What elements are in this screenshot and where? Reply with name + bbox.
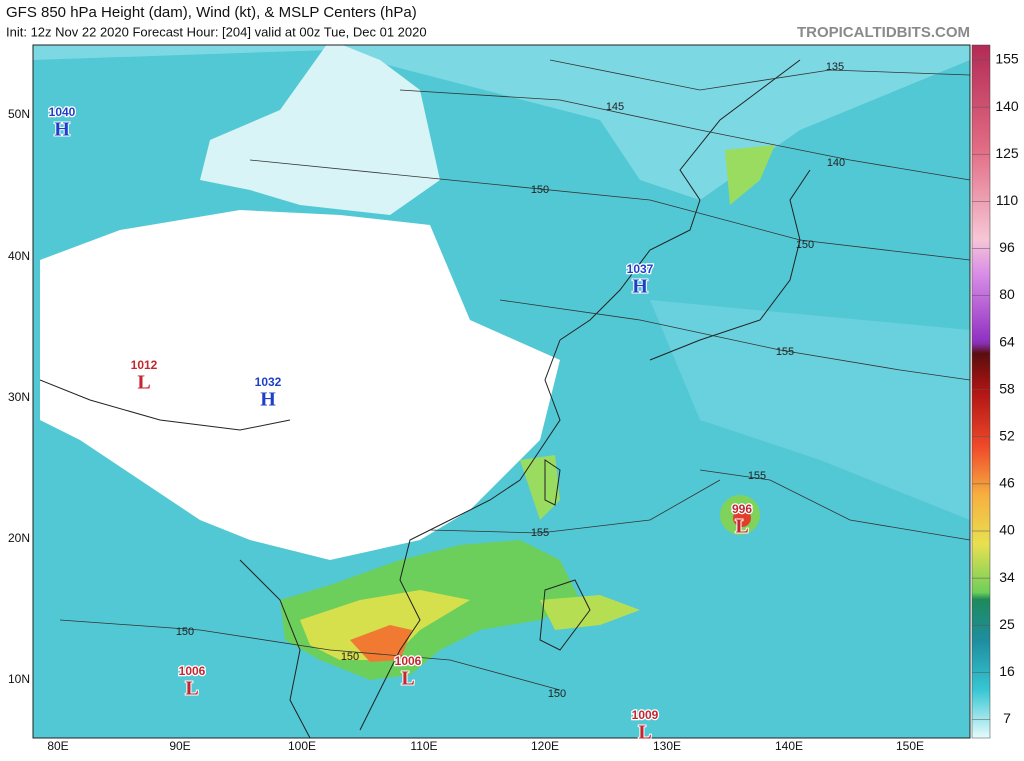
pressure-value: 1006 (395, 654, 422, 668)
contour-label: 150 (176, 626, 194, 638)
pressure-value: 1040 (49, 105, 76, 119)
colorbar-label: 110 (996, 192, 1019, 208)
pressure-symbol: H (632, 276, 648, 298)
contour-label: 150 (796, 239, 814, 251)
pressure-value: 1012 (131, 358, 158, 372)
wind-shade (300, 590, 470, 660)
map (33, 45, 970, 738)
wind-shade (520, 455, 560, 520)
pressure-value: 996 (732, 502, 752, 516)
colorbar-label: 52 (999, 428, 1015, 444)
land-calm (40, 210, 560, 560)
colorbar (971, 44, 991, 739)
contour-label: 155 (531, 527, 549, 539)
pressure-value: 1009 (632, 708, 659, 722)
pressure-symbol: L (185, 678, 198, 700)
colorbar-label: 46 (999, 475, 1015, 491)
contour-label: 150 (548, 688, 566, 700)
colorbar-label: 16 (999, 663, 1015, 679)
title: GFS 850 hPa Height (dam), Wind (kt), & M… (6, 4, 417, 21)
labels: 155 140 125 110 96 80 64 58 52 46 40 34 25 16 7 50N 40N 3… (8, 51, 1019, 753)
latitude-label: 30N (8, 390, 30, 404)
wind-shade (200, 45, 440, 215)
colorbar-label: 155 (995, 51, 1019, 67)
coastlines (39, 59, 811, 738)
colorbar-label: 7 (1003, 710, 1011, 726)
latitude-label: 10N (8, 672, 30, 686)
longitude-label: 140E (775, 739, 803, 753)
contour-label: 155 (776, 346, 794, 358)
pressure-symbol: H (54, 119, 70, 141)
pressure-symbol: L (638, 722, 651, 744)
longitude-label: 80E (47, 739, 68, 753)
longitude-label: 110E (410, 739, 437, 753)
colorbar-label: 64 (999, 333, 1015, 349)
pressure-symbol: H (260, 389, 276, 411)
wind-shade (725, 145, 775, 205)
credit: TROPICALTIDBITS.COM (797, 24, 970, 41)
pressure-value: 1006 (179, 664, 206, 678)
wind-shade (650, 300, 970, 520)
colorbar-label: 140 (995, 98, 1019, 114)
longitude-label: 90E (169, 739, 190, 753)
contour-label: 145 (606, 101, 624, 113)
subtitle: Init: 12z Nov 22 2020 Forecast Hour: [20… (6, 24, 427, 39)
colorbar-label: 40 (999, 522, 1015, 538)
latitude-label: 20N (8, 531, 30, 545)
longitude-label: 100E (288, 739, 316, 753)
contour-label: 150 (341, 651, 359, 663)
pressure-value: 1032 (255, 375, 282, 389)
colorbar-label: 125 (995, 145, 1019, 161)
longitude-label: 150E (896, 739, 924, 753)
colorbar-label: 80 (999, 286, 1015, 302)
longitude-label: 130E (653, 739, 681, 753)
wind-shade (733, 509, 751, 527)
colorbar-label: 34 (999, 569, 1015, 585)
latitude-label: 40N (8, 249, 30, 263)
pressure-symbol: L (137, 372, 150, 394)
contour-label: 150 (531, 184, 549, 196)
colorbar-label: 96 (999, 239, 1015, 255)
contour-label: 135 (826, 61, 844, 73)
wind-shade (540, 595, 640, 630)
height-contours (59, 59, 970, 691)
latitude-label: 50N (8, 107, 30, 121)
colorbar-label: 25 (999, 616, 1015, 632)
colorbar-label: 58 (999, 380, 1015, 396)
pressure-symbol: L (401, 668, 414, 690)
contour-label: 140 (827, 157, 845, 169)
pressure-symbol: L (735, 516, 748, 538)
pressure-value: 1037 (627, 262, 654, 276)
map-frame (32, 44, 971, 739)
longitude-label: 120E (531, 739, 559, 753)
contour-label: 155 (748, 470, 766, 482)
